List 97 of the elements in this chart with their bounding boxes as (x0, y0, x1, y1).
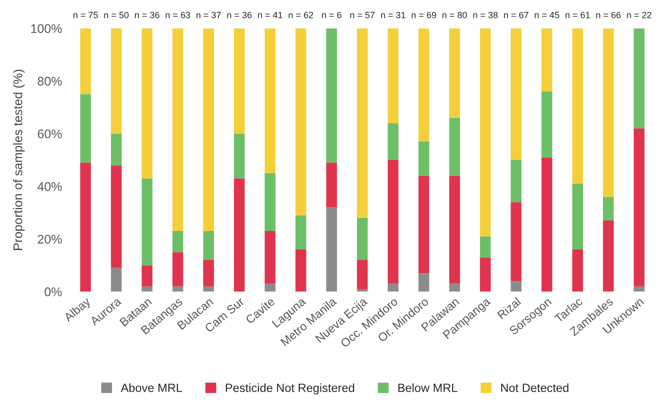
bar (264, 231, 276, 284)
bar (80, 162, 91, 292)
bar (602, 196, 614, 221)
bar (572, 184, 583, 250)
y-axis-title: Proportion of samples tested (%) (13, 70, 25, 250)
bar (418, 142, 430, 176)
y-tick-label: 60% (38, 129, 62, 138)
bar (634, 128, 645, 286)
bar (356, 260, 368, 289)
bar (541, 28, 552, 92)
bar (264, 28, 276, 174)
bar (110, 134, 122, 166)
legend-label: Above MRL (120, 383, 182, 392)
annotation: n = 75 (73, 12, 98, 18)
bar (634, 286, 645, 292)
annotation: n = 41 (258, 12, 282, 18)
bar (326, 28, 337, 163)
bar (234, 134, 245, 178)
bar (172, 28, 184, 232)
bar (142, 28, 152, 178)
bar (80, 28, 91, 94)
bar (480, 236, 491, 258)
annotation: n = 38 (473, 12, 498, 18)
bar (80, 94, 91, 163)
bar (449, 28, 460, 118)
bar (326, 207, 337, 292)
annotation: n = 57 (350, 12, 375, 18)
y-tick-label: 100% (31, 24, 62, 33)
legend-label: Pesticide Not Registered (226, 383, 354, 394)
bar (510, 160, 522, 202)
bar (356, 288, 368, 292)
bar (418, 273, 430, 292)
bar (203, 260, 214, 286)
annotation: n = 62 (288, 12, 314, 18)
bar (510, 202, 522, 282)
annotation: n = 45 (534, 12, 560, 18)
bar (142, 178, 152, 266)
bar (295, 28, 306, 216)
y-tick-label: 80% (38, 76, 62, 86)
annotation: n = 63 (166, 12, 190, 18)
bar (449, 284, 460, 292)
bar (172, 286, 184, 292)
bar (388, 160, 398, 284)
bar (480, 28, 491, 236)
bar (110, 165, 122, 268)
bar (510, 281, 522, 292)
bar (634, 28, 645, 128)
bar (203, 231, 214, 260)
bar (602, 28, 614, 197)
bar (203, 28, 214, 232)
bar (602, 220, 614, 292)
bar (264, 284, 276, 292)
bar (356, 218, 368, 260)
bar (172, 252, 184, 286)
bar (418, 176, 430, 274)
bar (510, 28, 522, 160)
bar (172, 231, 184, 252)
bar (203, 286, 214, 292)
annotation: n = 31 (381, 12, 406, 18)
bar (541, 92, 552, 158)
bar (572, 28, 583, 184)
bar (110, 268, 122, 292)
bar (449, 176, 460, 284)
bar (142, 265, 152, 286)
bar (388, 28, 398, 124)
annotation: n = 66 (596, 12, 621, 18)
annotation: n = 67 (504, 12, 528, 18)
bar (388, 284, 398, 292)
bar (295, 215, 306, 250)
y-tick-label: 20% (38, 234, 62, 244)
annotation: n = 61 (566, 12, 590, 18)
annotation: n = 36 (227, 12, 252, 18)
bar (295, 249, 306, 292)
y-tick-label: 40% (38, 182, 62, 191)
annotation: n = 80 (442, 12, 467, 18)
bar (449, 118, 460, 176)
bar (418, 28, 430, 142)
annotation: n = 36 (134, 12, 160, 18)
bar (541, 157, 552, 292)
bar (356, 28, 368, 218)
bar (110, 28, 122, 134)
bar (326, 162, 337, 208)
annotation: n = 69 (412, 12, 436, 18)
y-tick-label: 0% (44, 287, 62, 296)
bar (480, 257, 491, 292)
legend-label: Below MRL (398, 383, 458, 392)
legend-label: Not Detected (501, 383, 568, 392)
annotation: n = 6 (322, 12, 342, 18)
bar (264, 173, 276, 232)
bar (142, 286, 152, 292)
bar (234, 178, 245, 292)
bar (572, 249, 583, 292)
annotation: n = 37 (196, 12, 221, 18)
bar (388, 123, 398, 160)
annotation: n = 22 (627, 12, 652, 18)
bar (234, 28, 245, 134)
annotation: n = 50 (104, 12, 129, 18)
